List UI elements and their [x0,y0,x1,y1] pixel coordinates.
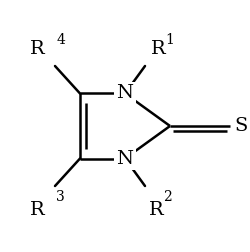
Text: R: R [30,201,45,219]
Text: R: R [30,41,45,58]
Text: N: N [116,149,133,168]
Text: S: S [234,117,247,135]
Text: R: R [148,201,163,219]
Text: 3: 3 [56,190,65,204]
Text: 1: 1 [165,33,174,47]
Text: N: N [116,84,133,103]
Text: R: R [151,41,165,58]
Text: 4: 4 [56,33,65,47]
Text: 2: 2 [162,190,171,204]
